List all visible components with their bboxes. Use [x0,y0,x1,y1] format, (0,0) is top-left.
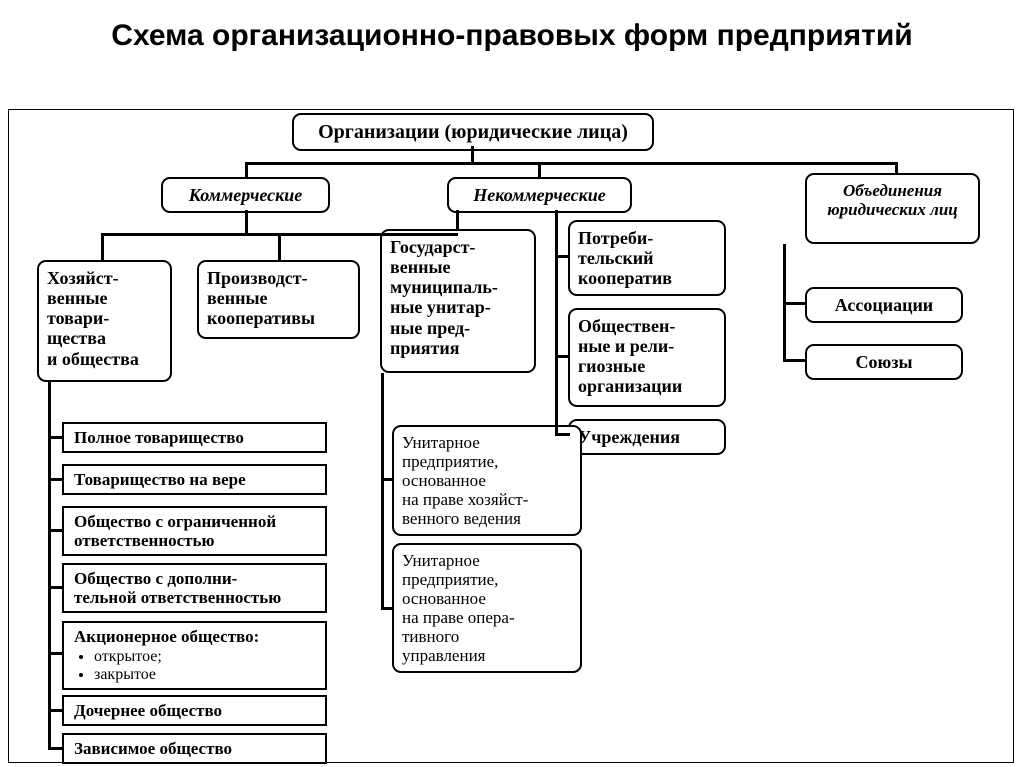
connector [48,529,63,532]
node-prod-coops: Производст-венныекооперативы [197,260,360,339]
connector [48,436,63,439]
connector [471,146,474,162]
node-consumer-coop: Потреби-тельскийкооператив [568,220,726,296]
node-unitary-operative: Унитарноепредприятие,основанноена праве … [392,543,582,673]
leaf-full-partnership: Полное товарищество [62,422,327,453]
connector [48,709,63,712]
connector [895,162,898,173]
connector [555,255,570,258]
connector [48,652,63,655]
connector [101,233,104,260]
node-unitary-economic: Унитарноепредприятие,основанноена праве … [392,425,582,536]
connector [555,355,570,358]
connector [538,162,541,177]
connector [48,747,63,750]
diagram-page: { "title": "Схема организационно-правовы… [0,0,1024,767]
connector [48,478,63,481]
leaf-subsidiary: Дочернее общество [62,695,327,726]
connector [381,373,384,609]
connector [245,162,248,177]
node-commercial: Коммерческие [161,177,330,213]
bullet-closed: закрытое [94,666,317,684]
connector [381,478,393,481]
leaf-joint-stock: Акционерное общество: открытое; закрытое [62,621,327,690]
connector [555,433,570,436]
node-partnerships: Хозяйст-венныетовари-ществаи общества [37,260,172,382]
connector [48,586,63,589]
leaf-dependent: Зависимое общество [62,733,327,764]
connector [245,210,248,233]
connector [783,302,805,305]
leaf-limited-partnership: Товарищество на вере [62,464,327,495]
leaf-add-liability: Общество с дополни-тельной ответственнос… [62,563,327,613]
node-noncommercial: Некоммерческие [447,177,632,213]
connector [381,607,393,610]
node-public-religious: Обществен-ные и рели-гиозныеорганизации [568,308,726,407]
node-institutions: Учреждения [568,419,726,455]
leaf-llc: Общество с ограниченнойответственностью [62,506,327,556]
connector [245,162,898,165]
connector [783,359,805,362]
node-union-legal: Объединения юридических лиц [805,173,980,244]
connector [555,210,558,435]
bullet-open: открытое; [94,648,317,666]
diagram-title: Схема организационно-правовых форм предп… [0,18,1024,54]
node-unions: Союзы [805,344,963,380]
connector [278,233,281,260]
node-associations: Ассоциации [805,287,963,323]
node-state-unitary: Государст-венныемуниципаль-ные унитар-ны… [380,229,536,373]
connector [456,210,459,229]
